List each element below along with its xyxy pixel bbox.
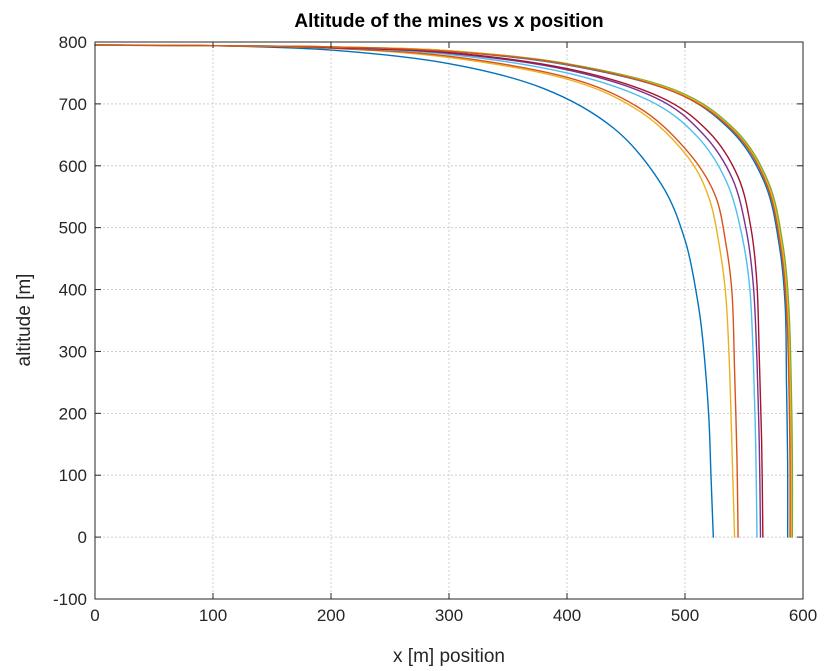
y-tick-labels: -100 0 100 200 300 400 500 600 700 800 [53, 33, 87, 609]
chart-title: Altitude of the mines vs x position [294, 11, 603, 32]
x-tick-label: 600 [789, 606, 817, 625]
series-line-10 [94, 44, 791, 538]
y-tick-label: 500 [59, 219, 87, 238]
y-tick-label: 0 [78, 528, 87, 547]
series-lines [94, 44, 794, 538]
x-tick-label: 100 [199, 606, 227, 625]
grid-lines [95, 42, 803, 599]
series-line-1 [94, 44, 715, 538]
x-tick-label: 400 [553, 606, 581, 625]
x-tick-labels: 0 100 200 300 400 500 600 [90, 606, 817, 625]
y-tick-label: 100 [59, 466, 87, 485]
y-tick-label: 600 [59, 157, 87, 176]
y-tick-label: 300 [59, 342, 87, 361]
y-tick-label: 700 [59, 95, 87, 114]
x-tick-label: 300 [435, 606, 463, 625]
x-axis-label: x [m] position [393, 646, 505, 667]
tick-marks [94, 41, 804, 600]
x-tick-label: 200 [317, 606, 345, 625]
y-tick-label: -100 [53, 590, 87, 609]
y-tick-label: 400 [59, 281, 87, 300]
x-tick-label: 0 [90, 606, 99, 625]
y-axis-label: altitude [m] [14, 274, 35, 367]
y-tick-label: 200 [59, 404, 87, 423]
y-tick-label: 800 [59, 33, 87, 52]
x-tick-label: 500 [671, 606, 699, 625]
